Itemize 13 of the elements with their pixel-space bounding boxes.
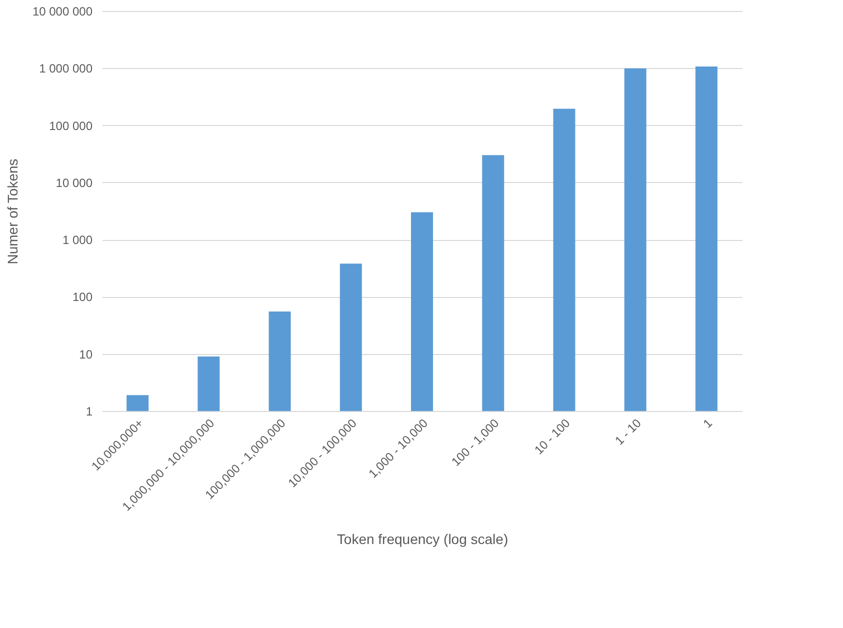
y-tick-label: 1 000 000 [39, 62, 93, 76]
x-tick-label: 1 - 10 [612, 416, 644, 448]
y-tick-label: 10 000 [56, 176, 93, 190]
y-axis-title: Numer of Tokens [4, 158, 20, 264]
y-tick-label: 1 000 [62, 233, 93, 248]
x-tick-label: 10 - 100 [532, 416, 573, 458]
x-axis-title: Token frequency (log scale) [336, 531, 508, 548]
y-tick-label: 10 000 000 [32, 4, 93, 18]
y-tick-label: 100 000 [49, 118, 93, 133]
y-tick-label: 10 [79, 347, 93, 362]
x-tick-label: 1 [700, 416, 716, 431]
y-tick-label: 100 [72, 290, 93, 304]
y-tick-label: 1 [86, 404, 93, 418]
